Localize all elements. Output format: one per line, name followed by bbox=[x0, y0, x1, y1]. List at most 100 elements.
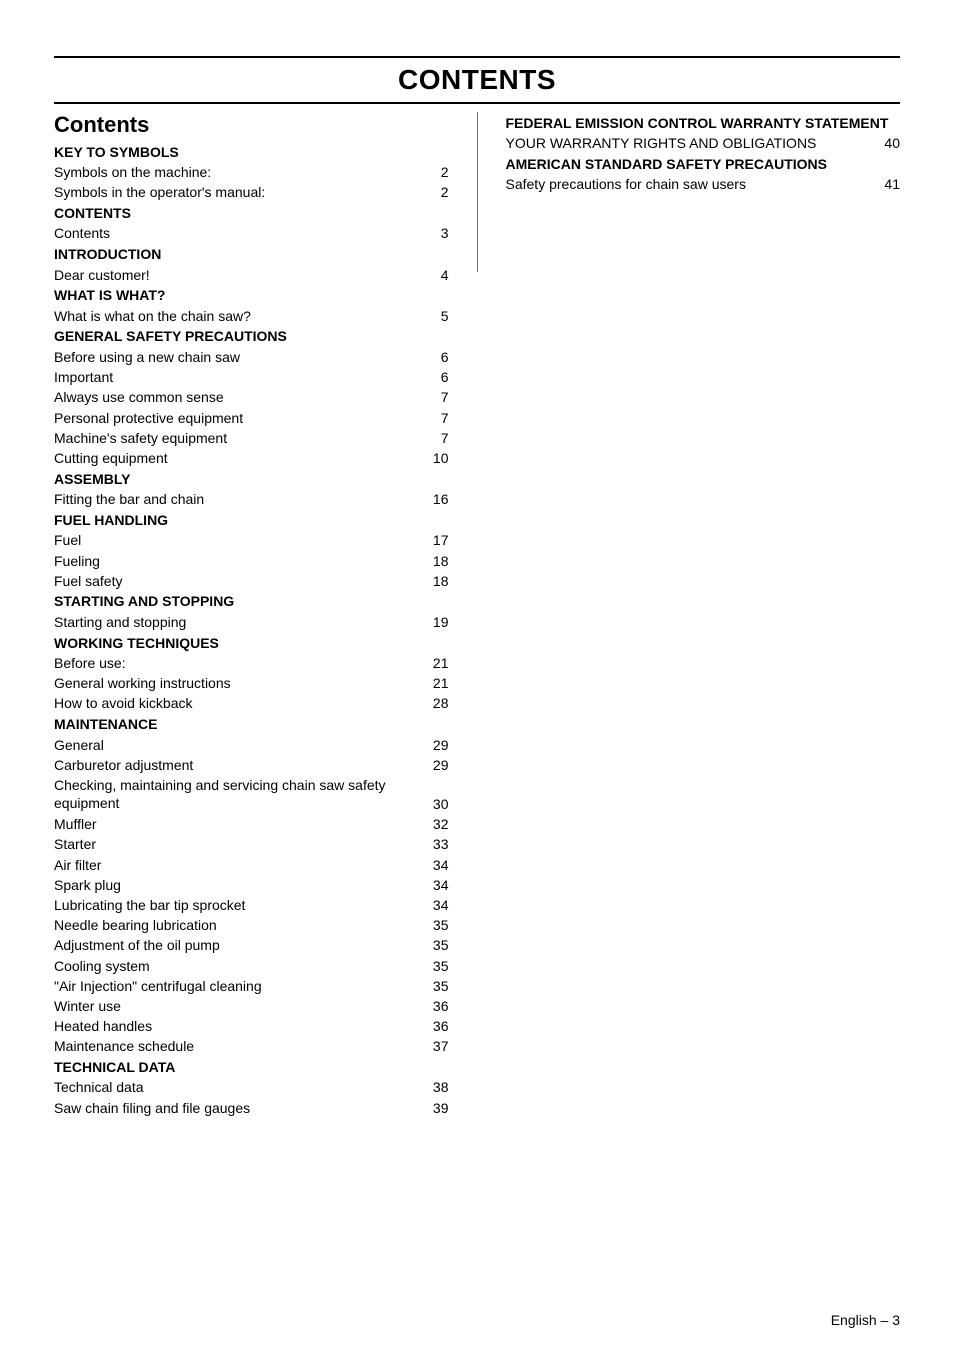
toc-entry: Checking, maintaining and servicing chai… bbox=[54, 775, 449, 814]
toc-entry-page: 2 bbox=[425, 184, 449, 200]
toc-heading: ASSEMBLY bbox=[54, 468, 449, 489]
toc-entry: Always use common sense7 bbox=[54, 387, 449, 407]
toc-entry-label: Technical data bbox=[54, 1079, 425, 1095]
toc-entry: Spark plug34 bbox=[54, 875, 449, 895]
page-title: CONTENTS bbox=[54, 62, 900, 102]
toc-entry: Machine's safety equipment7 bbox=[54, 428, 449, 448]
toc-entry-page: 36 bbox=[425, 1018, 449, 1034]
toc-entry-page: 41 bbox=[876, 176, 900, 192]
toc-entry-label: Air filter bbox=[54, 857, 425, 873]
toc-entry: Dear customer!4 bbox=[54, 265, 449, 285]
toc-entry-label: Cutting equipment bbox=[54, 450, 425, 466]
toc-entry-page: 18 bbox=[425, 553, 449, 569]
toc-entry-label: Saw chain filing and file gauges bbox=[54, 1100, 425, 1116]
toc-entry: Winter use36 bbox=[54, 996, 449, 1016]
toc-entry: Heated handles36 bbox=[54, 1016, 449, 1036]
toc-entry-label: Safety precautions for chain saw users bbox=[506, 176, 877, 192]
toc-entry-label: YOUR WARRANTY RIGHTS AND OBLIGATIONS bbox=[506, 135, 877, 151]
toc-entry-label: Machine's safety equipment bbox=[54, 430, 425, 446]
toc-entry: Safety precautions for chain saw users41 bbox=[506, 174, 901, 194]
toc-entry-label: Winter use bbox=[54, 998, 425, 1014]
toc-heading: GENERAL SAFETY PRECAUTIONS bbox=[54, 326, 449, 347]
toc-entry-page: 17 bbox=[425, 532, 449, 548]
toc-entry-page: 32 bbox=[425, 816, 449, 832]
toc-heading: MAINTENANCE bbox=[54, 714, 449, 735]
toc-entry-label: Always use common sense bbox=[54, 389, 425, 405]
toc-heading: INTRODUCTION bbox=[54, 244, 449, 265]
toc-entry: Starter33 bbox=[54, 834, 449, 854]
toc-entry: Lubricating the bar tip sprocket34 bbox=[54, 895, 449, 915]
content-body: Contents KEY TO SYMBOLSSymbols on the ma… bbox=[54, 104, 900, 1118]
toc-entry-page: 21 bbox=[425, 675, 449, 691]
toc-entry-page: 7 bbox=[425, 389, 449, 405]
column-divider bbox=[477, 112, 478, 272]
toc-entry: Carburetor adjustment29 bbox=[54, 755, 449, 775]
toc-entry-page: 35 bbox=[425, 937, 449, 953]
toc-heading: TECHNICAL DATA bbox=[54, 1056, 449, 1077]
toc-entry: General working instructions21 bbox=[54, 673, 449, 693]
toc-entry: Fuel17 bbox=[54, 530, 449, 550]
toc-entry-label: Important bbox=[54, 369, 425, 385]
toc-entry: General29 bbox=[54, 735, 449, 755]
toc-entry: What is what on the chain saw?5 bbox=[54, 306, 449, 326]
toc-entry-page: 34 bbox=[425, 877, 449, 893]
toc-entry-page: 35 bbox=[425, 917, 449, 933]
toc-entry-label: Fuel bbox=[54, 532, 425, 548]
toc-left-list: KEY TO SYMBOLSSymbols on the machine:2Sy… bbox=[54, 141, 449, 1118]
toc-heading: WHAT IS WHAT? bbox=[54, 285, 449, 306]
toc-entry-page: 37 bbox=[425, 1038, 449, 1054]
toc-entry-page: 28 bbox=[425, 695, 449, 711]
toc-heading: WORKING TECHNIQUES bbox=[54, 632, 449, 653]
toc-entry: Cooling system35 bbox=[54, 955, 449, 975]
toc-entry-page: 2 bbox=[425, 164, 449, 180]
toc-entry-page: 10 bbox=[425, 450, 449, 466]
right-column: FEDERAL EMISSION CONTROL WARRANTY STATEM… bbox=[506, 112, 901, 1118]
toc-entry: Starting and stopping19 bbox=[54, 612, 449, 632]
toc-entry: Fuel safety18 bbox=[54, 571, 449, 591]
toc-heading: AMERICAN STANDARD SAFETY PRECAUTIONS bbox=[506, 153, 901, 174]
toc-entry: Contents3 bbox=[54, 223, 449, 243]
toc-right-list: FEDERAL EMISSION CONTROL WARRANTY STATEM… bbox=[506, 112, 901, 194]
toc-entry-page: 3 bbox=[425, 225, 449, 241]
toc-entry-label: Personal protective equipment bbox=[54, 410, 425, 426]
toc-entry: Muffler32 bbox=[54, 814, 449, 834]
toc-entry-label: Contents bbox=[54, 225, 425, 241]
toc-entry: Cutting equipment10 bbox=[54, 448, 449, 468]
toc-entry-label: Symbols in the operator's manual: bbox=[54, 184, 425, 200]
toc-entry: "Air Injection" centrifugal cleaning35 bbox=[54, 976, 449, 996]
toc-entry-label: Maintenance schedule bbox=[54, 1038, 425, 1054]
top-rule bbox=[54, 56, 900, 58]
toc-entry: Technical data38 bbox=[54, 1077, 449, 1097]
toc-entry-label: Starting and stopping bbox=[54, 614, 425, 630]
toc-entry: Maintenance schedule37 bbox=[54, 1036, 449, 1056]
toc-entry-page: 4 bbox=[425, 267, 449, 283]
page-footer: English – 3 bbox=[831, 1312, 900, 1328]
toc-entry-page: 6 bbox=[425, 349, 449, 365]
toc-entry: Fueling18 bbox=[54, 550, 449, 570]
toc-entry: Air filter34 bbox=[54, 855, 449, 875]
toc-entry-page: 21 bbox=[425, 655, 449, 671]
toc-entry-page: 35 bbox=[425, 978, 449, 994]
toc-entry-page: 18 bbox=[425, 573, 449, 589]
toc-entry: Before use:21 bbox=[54, 653, 449, 673]
toc-entry-label: Lubricating the bar tip sprocket bbox=[54, 897, 425, 913]
toc-entry-label: Carburetor adjustment bbox=[54, 757, 425, 773]
toc-entry: Saw chain filing and file gauges39 bbox=[54, 1098, 449, 1118]
toc-entry-page: 34 bbox=[425, 857, 449, 873]
toc-entry-page: 38 bbox=[425, 1079, 449, 1095]
toc-entry-label: Before use: bbox=[54, 655, 425, 671]
section-title: Contents bbox=[54, 112, 449, 138]
toc-entry: Before using a new chain saw6 bbox=[54, 347, 449, 367]
toc-entry-page: 16 bbox=[425, 491, 449, 507]
toc-entry-label: Fuel safety bbox=[54, 573, 425, 589]
toc-entry-page: 36 bbox=[425, 998, 449, 1014]
toc-entry-page: 6 bbox=[425, 369, 449, 385]
toc-entry-label: How to avoid kickback bbox=[54, 695, 425, 711]
page-root: CONTENTS Contents KEY TO SYMBOLSSymbols … bbox=[0, 0, 954, 1352]
toc-entry-page: 35 bbox=[425, 958, 449, 974]
toc-heading: STARTING AND STOPPING bbox=[54, 591, 449, 612]
toc-entry: Symbols in the operator's manual:2 bbox=[54, 182, 449, 202]
toc-entry-label: Spark plug bbox=[54, 877, 425, 893]
toc-entry-page: 39 bbox=[425, 1100, 449, 1116]
toc-entry: YOUR WARRANTY RIGHTS AND OBLIGATIONS40 bbox=[506, 133, 901, 153]
